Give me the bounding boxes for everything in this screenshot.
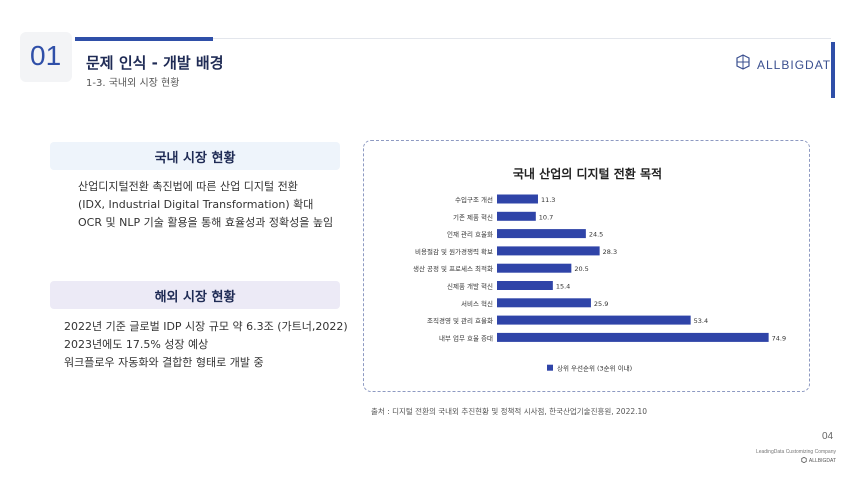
category-label: 생산 공정 및 프로세스 최적화 xyxy=(413,264,493,273)
footer-logo: ALLBIGDAT xyxy=(801,456,836,465)
page-title: 문제 인식 - 개발 배경 xyxy=(86,54,224,72)
domestic-line: (IDX, Industrial Digital Transformation)… xyxy=(78,198,314,211)
header-right-bar xyxy=(831,42,835,98)
chart-container: 국내 산업의 디지털 전환 목적 수입구조 개선 11.3 기존 제품 혁신 10.7… xyxy=(363,140,810,392)
header-accent-bar xyxy=(75,37,213,41)
brand-logo: ALLBIGDAT xyxy=(735,54,831,75)
category-label: 인재 관리 효율화 xyxy=(447,230,493,239)
overseas-line: 워크플로우 자동화와 결합한 형태로 개발 중 xyxy=(64,356,264,369)
legend-swatch xyxy=(547,364,553,371)
domestic-line: 산업디지털전환 촉진법에 따른 산업 디지털 전환 xyxy=(78,180,298,193)
overseas-line: 2022년 기준 글로벌 IDP 시장 규모 약 6.3조 (가트너,2022) xyxy=(64,320,348,333)
overseas-description: 2022년 기준 글로벌 IDP 시장 규모 약 6.3조 (가트너,2022)… xyxy=(64,318,348,372)
section-number-box xyxy=(20,32,72,82)
category-label: 기존 제품 혁신 xyxy=(453,212,493,221)
logo-text: ALLBIGDAT xyxy=(757,57,832,72)
bar xyxy=(497,263,572,273)
header-divider xyxy=(213,38,831,39)
category-label: 비용절감 및 원가경쟁력 확보 xyxy=(415,247,493,256)
overseas-heading: 해외 시장 현황 xyxy=(50,281,340,309)
value-label: 11.3 xyxy=(541,196,555,204)
value-label: 24.5 xyxy=(589,231,603,239)
bar xyxy=(497,229,586,239)
category-label: 신제품 개발 혁신 xyxy=(447,282,493,291)
bar xyxy=(497,211,536,221)
category-label: 내부 업무 효율 증대 xyxy=(439,333,493,342)
category-label: 조직경영 및 관리 효율화 xyxy=(427,316,493,325)
value-label: 28.3 xyxy=(603,248,617,256)
value-label: 53.4 xyxy=(694,317,708,325)
bar xyxy=(497,281,553,290)
overseas-line: 2023년에도 17.5% 성장 예상 xyxy=(64,338,209,351)
page-number: 04 xyxy=(822,431,834,442)
section-number: 01 xyxy=(30,40,62,71)
bar-chart: 수입구조 개선 11.3 기존 제품 혁신 10.7 인재 관리 효율화 24.5 비용절감… xyxy=(413,194,786,373)
footer-logo-text: ALLBIGDAT xyxy=(808,458,836,464)
footer-tagline: LeadingData Customizing Company xyxy=(755,449,836,455)
bar xyxy=(497,298,591,308)
page-subtitle: 1-3. 국내외 시장 현황 xyxy=(86,78,180,89)
logo-icon xyxy=(735,54,751,75)
source-citation: 출처 : 디지털 전환의 국내외 추진현황 및 정책적 시사점, 한국산업기술진… xyxy=(371,407,648,416)
legend-label: 상위 우선순위 (3순위 이내) xyxy=(557,364,632,373)
bar xyxy=(497,315,691,325)
value-label: 10.7 xyxy=(539,213,553,221)
bar xyxy=(497,332,769,342)
domestic-line: OCR 및 NLP 기술 활용을 통해 효율성과 정확성을 높임 xyxy=(78,216,334,229)
bar xyxy=(497,194,538,204)
value-label: 25.9 xyxy=(594,300,608,308)
value-label: 74.9 xyxy=(772,334,786,342)
value-label: 20.5 xyxy=(574,265,588,273)
chart-title: 국내 산업의 디지털 전환 목적 xyxy=(512,167,663,181)
bar xyxy=(497,246,600,256)
category-label: 수입구조 개선 xyxy=(455,195,493,204)
domestic-description: 산업디지털전환 촉진법에 따른 산업 디지털 전환 (IDX, Industri… xyxy=(78,178,333,232)
footer-logo-icon xyxy=(801,456,807,465)
value-label: 15.4 xyxy=(556,283,570,291)
domestic-heading: 국내 시장 현황 xyxy=(50,142,340,170)
category-label: 서비스 혁신 xyxy=(461,299,493,308)
